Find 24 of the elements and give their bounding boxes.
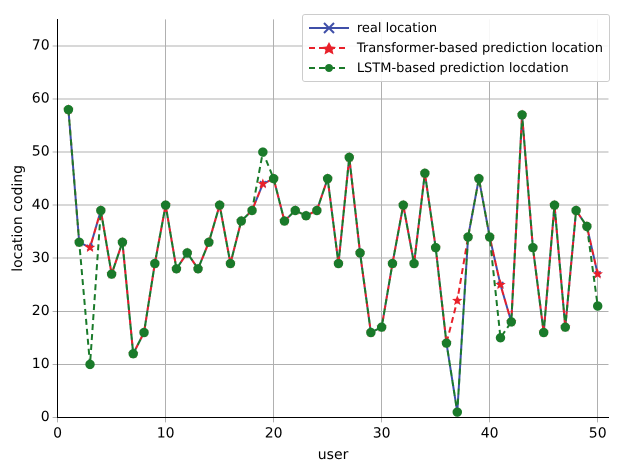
- y-tick-label: 40: [32, 196, 50, 213]
- x-tick-label: 20: [264, 425, 283, 442]
- x-tick-label: 10: [156, 425, 175, 442]
- y-tick-label: 60: [32, 90, 50, 107]
- x-tick-label: 50: [588, 425, 607, 442]
- y-tick-label: 50: [32, 144, 50, 160]
- point: [496, 333, 506, 343]
- x-tick-label: 40: [480, 425, 499, 442]
- point: [452, 295, 463, 306]
- point: [258, 147, 268, 157]
- point: [85, 360, 95, 370]
- x-tick-label: 30: [372, 425, 391, 442]
- legend-label: LSTM-based prediction locdation: [356, 60, 569, 76]
- y-tick-label: 70: [32, 38, 50, 54]
- y-tick-label: 10: [32, 356, 50, 372]
- legend-label: real location: [356, 20, 438, 36]
- x-tick-label: 0: [53, 425, 62, 442]
- y-tick-label: 20: [32, 302, 50, 319]
- y-tick-label: 30: [32, 250, 50, 266]
- y-axis-title: location coding: [10, 164, 26, 272]
- legend-label: Transformer-based prediction location: [356, 40, 603, 56]
- y-tick-label: 0: [40, 409, 50, 426]
- x-axis-title: user: [318, 447, 349, 464]
- point: [592, 301, 602, 311]
